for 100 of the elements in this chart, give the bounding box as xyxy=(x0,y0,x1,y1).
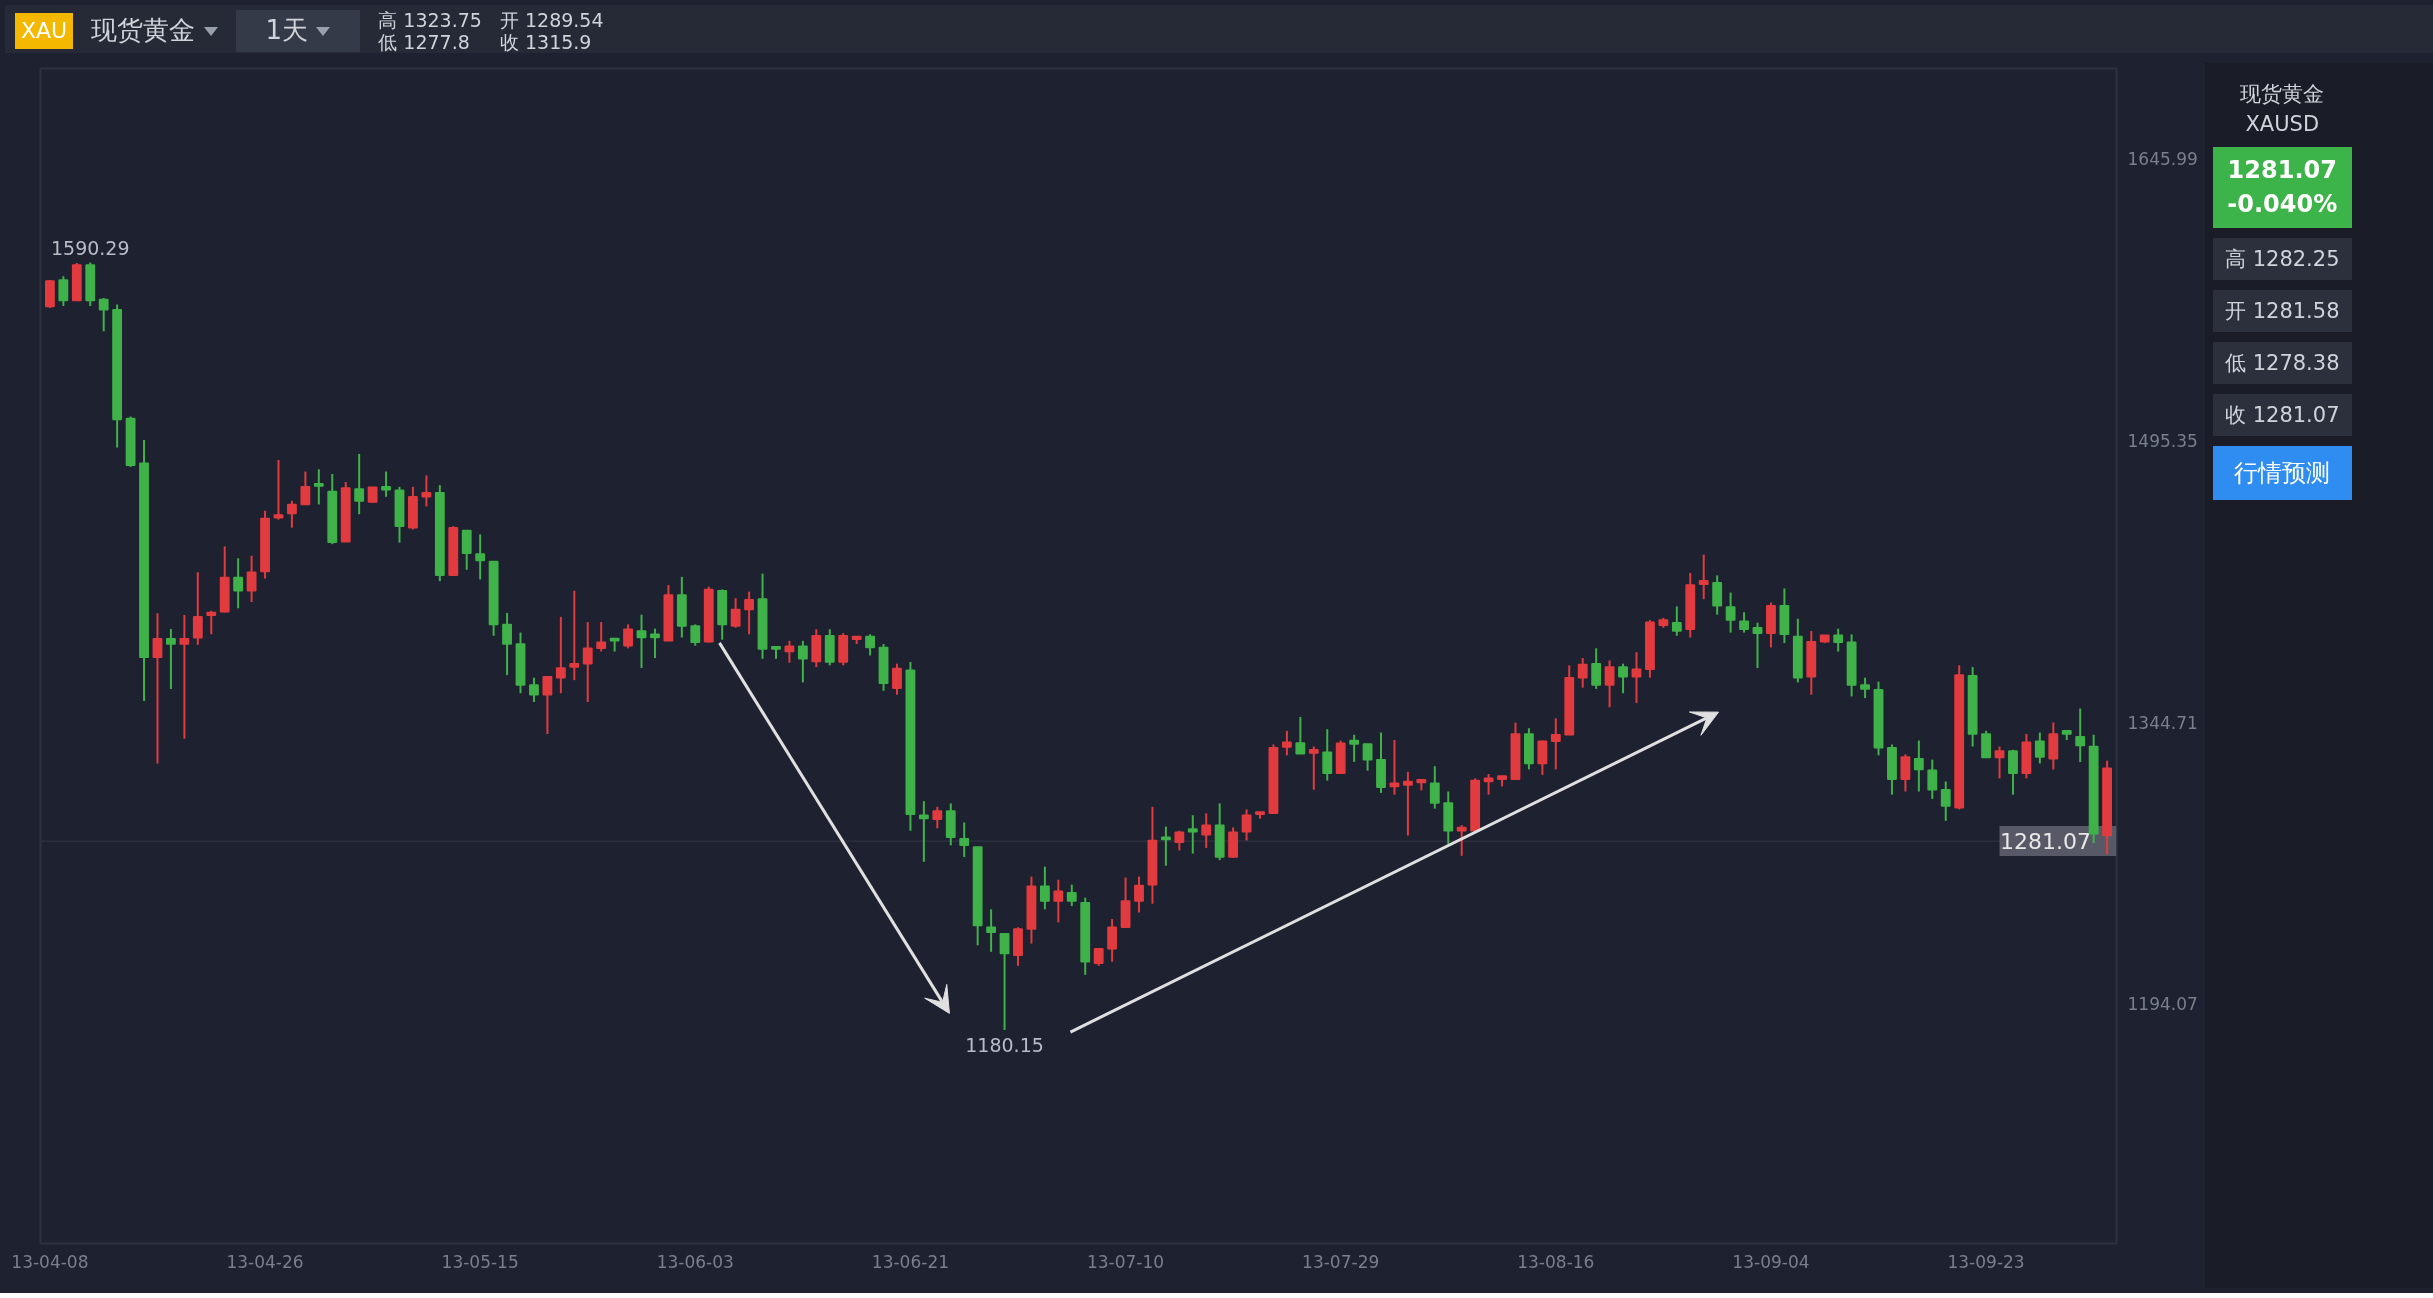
x-tick-label: 13-04-26 xyxy=(226,1251,304,1272)
candlestick xyxy=(1308,745,1319,791)
candlestick xyxy=(1604,659,1615,709)
candlestick xyxy=(1927,758,1938,800)
text: 收 1281.07 xyxy=(2213,393,2352,436)
text: 低 1278.38 xyxy=(2213,341,2352,384)
candlestick xyxy=(690,623,701,647)
candlestick xyxy=(1066,883,1077,907)
candlestick xyxy=(2008,748,2018,796)
candlestick xyxy=(2034,731,2045,765)
candlestick xyxy=(1981,729,1991,759)
candlestick xyxy=(1671,605,1682,637)
candlestick xyxy=(287,499,297,529)
y-tick-label: 1495.35 xyxy=(2127,430,2198,451)
candlestick xyxy=(744,590,754,636)
candlestick xyxy=(1456,824,1467,857)
candlestick xyxy=(892,662,902,696)
candlestick xyxy=(1712,574,1723,616)
candlestick xyxy=(730,597,741,629)
annotation: 1180.15 xyxy=(965,1033,1044,1056)
y-tick-label: 1344.71 xyxy=(2127,712,2198,733)
candlestick xyxy=(529,676,539,704)
candlestick xyxy=(152,612,163,765)
text: 高 1282.25 xyxy=(2213,237,2352,280)
candlestick xyxy=(421,474,432,508)
text: XAUSD xyxy=(2244,111,2321,138)
candlestick xyxy=(1107,918,1118,963)
candlestick xyxy=(98,297,109,333)
candlestick xyxy=(1550,717,1561,771)
candlestick xyxy=(58,275,69,308)
candlestick xyxy=(1187,814,1198,855)
candlestick xyxy=(1725,591,1736,634)
candlestick xyxy=(1281,729,1292,757)
candlestick xyxy=(865,633,876,657)
x-tick-label: 13-04-08 xyxy=(11,1251,89,1272)
candlestick xyxy=(313,468,324,506)
text: -0.040% xyxy=(2227,190,2338,219)
candlestick xyxy=(1833,627,1844,653)
text: 开 1281.58 xyxy=(2213,289,2352,332)
candlestick xyxy=(1994,745,2005,780)
text: 高 1323.75 xyxy=(378,9,482,31)
candlestick xyxy=(596,621,607,653)
candlestick xyxy=(582,621,593,704)
text: 1281.07 xyxy=(2227,156,2337,184)
candlestick xyxy=(1174,829,1185,852)
candlestick xyxy=(1913,739,1924,793)
candlestick xyxy=(354,452,365,516)
candlestick xyxy=(381,470,391,498)
x-tick-label: 13-09-23 xyxy=(1947,1251,2025,1272)
text: 低 1277.8 xyxy=(378,31,470,53)
candlestick xyxy=(1241,808,1252,842)
candlestick xyxy=(1201,812,1212,849)
candlestick xyxy=(2075,707,2086,763)
text: XAU xyxy=(15,13,74,49)
candlestick xyxy=(959,821,970,858)
candlestick xyxy=(1349,733,1360,763)
y-tick-label: 1645.99 xyxy=(2127,148,2198,169)
candlestick xyxy=(1483,773,1494,796)
candlestick xyxy=(1577,657,1588,689)
candlestick xyxy=(555,615,566,695)
text: 开 1289.54 xyxy=(499,9,604,31)
candlestick xyxy=(986,908,997,953)
candlestick xyxy=(1295,716,1306,755)
candlestick xyxy=(1860,676,1870,700)
x-tick-label: 13-09-04 xyxy=(1732,1251,1810,1272)
candlestick xyxy=(246,554,257,603)
x-tick-label: 13-06-03 xyxy=(656,1251,734,1272)
text: 收 1315.9 xyxy=(499,31,592,53)
candlestick xyxy=(932,805,943,830)
candlestick xyxy=(542,675,553,736)
candlestick xyxy=(797,639,808,684)
candlestick xyxy=(918,800,929,863)
candlestick xyxy=(1322,728,1333,782)
candlestick xyxy=(999,932,1010,1031)
candlestick xyxy=(623,623,633,650)
candlestick xyxy=(1403,770,1413,837)
text: 1天 xyxy=(235,10,361,52)
candlestick xyxy=(461,529,472,571)
ref-line-label: 1281.07 xyxy=(1999,829,2091,855)
candlestick xyxy=(1752,621,1763,669)
candlestick xyxy=(179,614,190,740)
candlestick xyxy=(300,470,311,506)
text: 行情预测 xyxy=(2213,445,2352,500)
candlestick xyxy=(1940,780,1951,822)
candlestick xyxy=(636,613,647,669)
candlestick xyxy=(650,627,660,660)
candlestick xyxy=(273,458,284,521)
candlestick xyxy=(1618,662,1628,695)
candlestick xyxy=(1698,553,1709,601)
candlestick xyxy=(1631,651,1642,704)
candlestick xyxy=(233,557,244,610)
x-tick-label: 13-05-15 xyxy=(441,1251,519,1272)
candlestick xyxy=(1739,611,1749,634)
text: 现货黄金 xyxy=(2239,81,2326,108)
candlestick xyxy=(1053,878,1064,924)
x-tick-label: 13-08-16 xyxy=(1517,1251,1595,1272)
candlestick xyxy=(502,611,512,677)
annotation: 1590.29 xyxy=(50,236,130,259)
candlestick xyxy=(1039,865,1050,911)
candlestick xyxy=(1429,765,1440,810)
